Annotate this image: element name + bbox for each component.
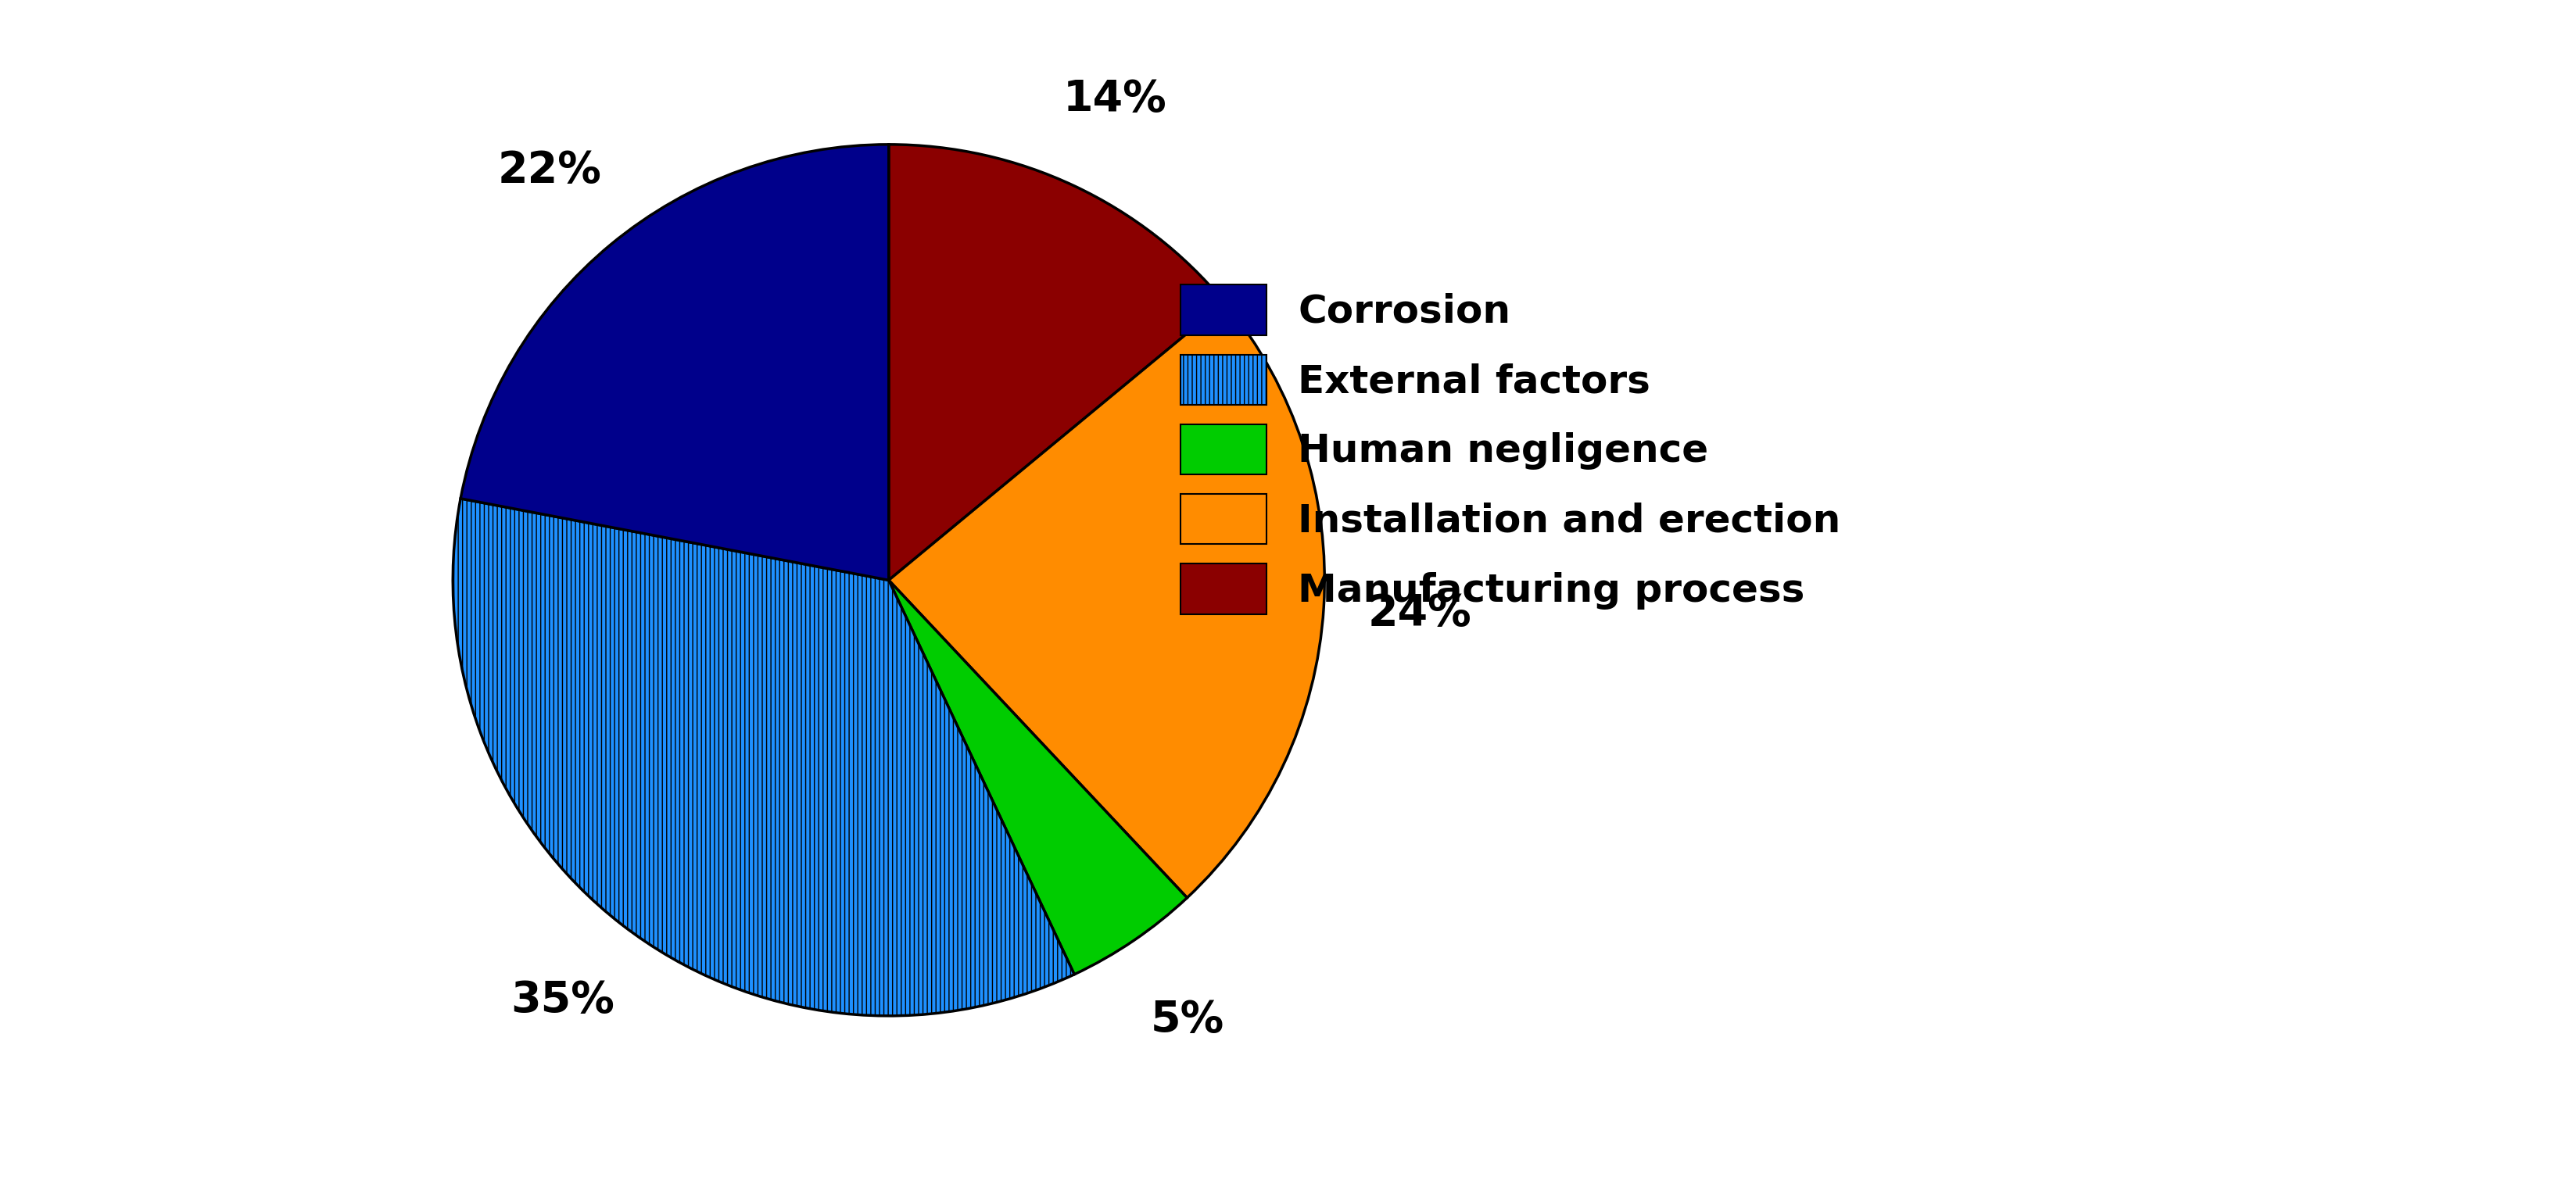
Text: 24%: 24% bbox=[1368, 592, 1471, 635]
Text: 14%: 14% bbox=[1064, 78, 1167, 121]
Text: 5%: 5% bbox=[1151, 999, 1224, 1041]
Text: 22%: 22% bbox=[497, 149, 603, 192]
Wedge shape bbox=[453, 498, 1074, 1016]
Text: 35%: 35% bbox=[510, 979, 616, 1022]
Wedge shape bbox=[889, 580, 1188, 974]
Wedge shape bbox=[889, 144, 1224, 580]
Wedge shape bbox=[461, 144, 889, 580]
Legend: Corrosion, External factors, Human negligence, Installation and erection, Manufa: Corrosion, External factors, Human negli… bbox=[1180, 285, 1842, 614]
Wedge shape bbox=[889, 302, 1324, 897]
